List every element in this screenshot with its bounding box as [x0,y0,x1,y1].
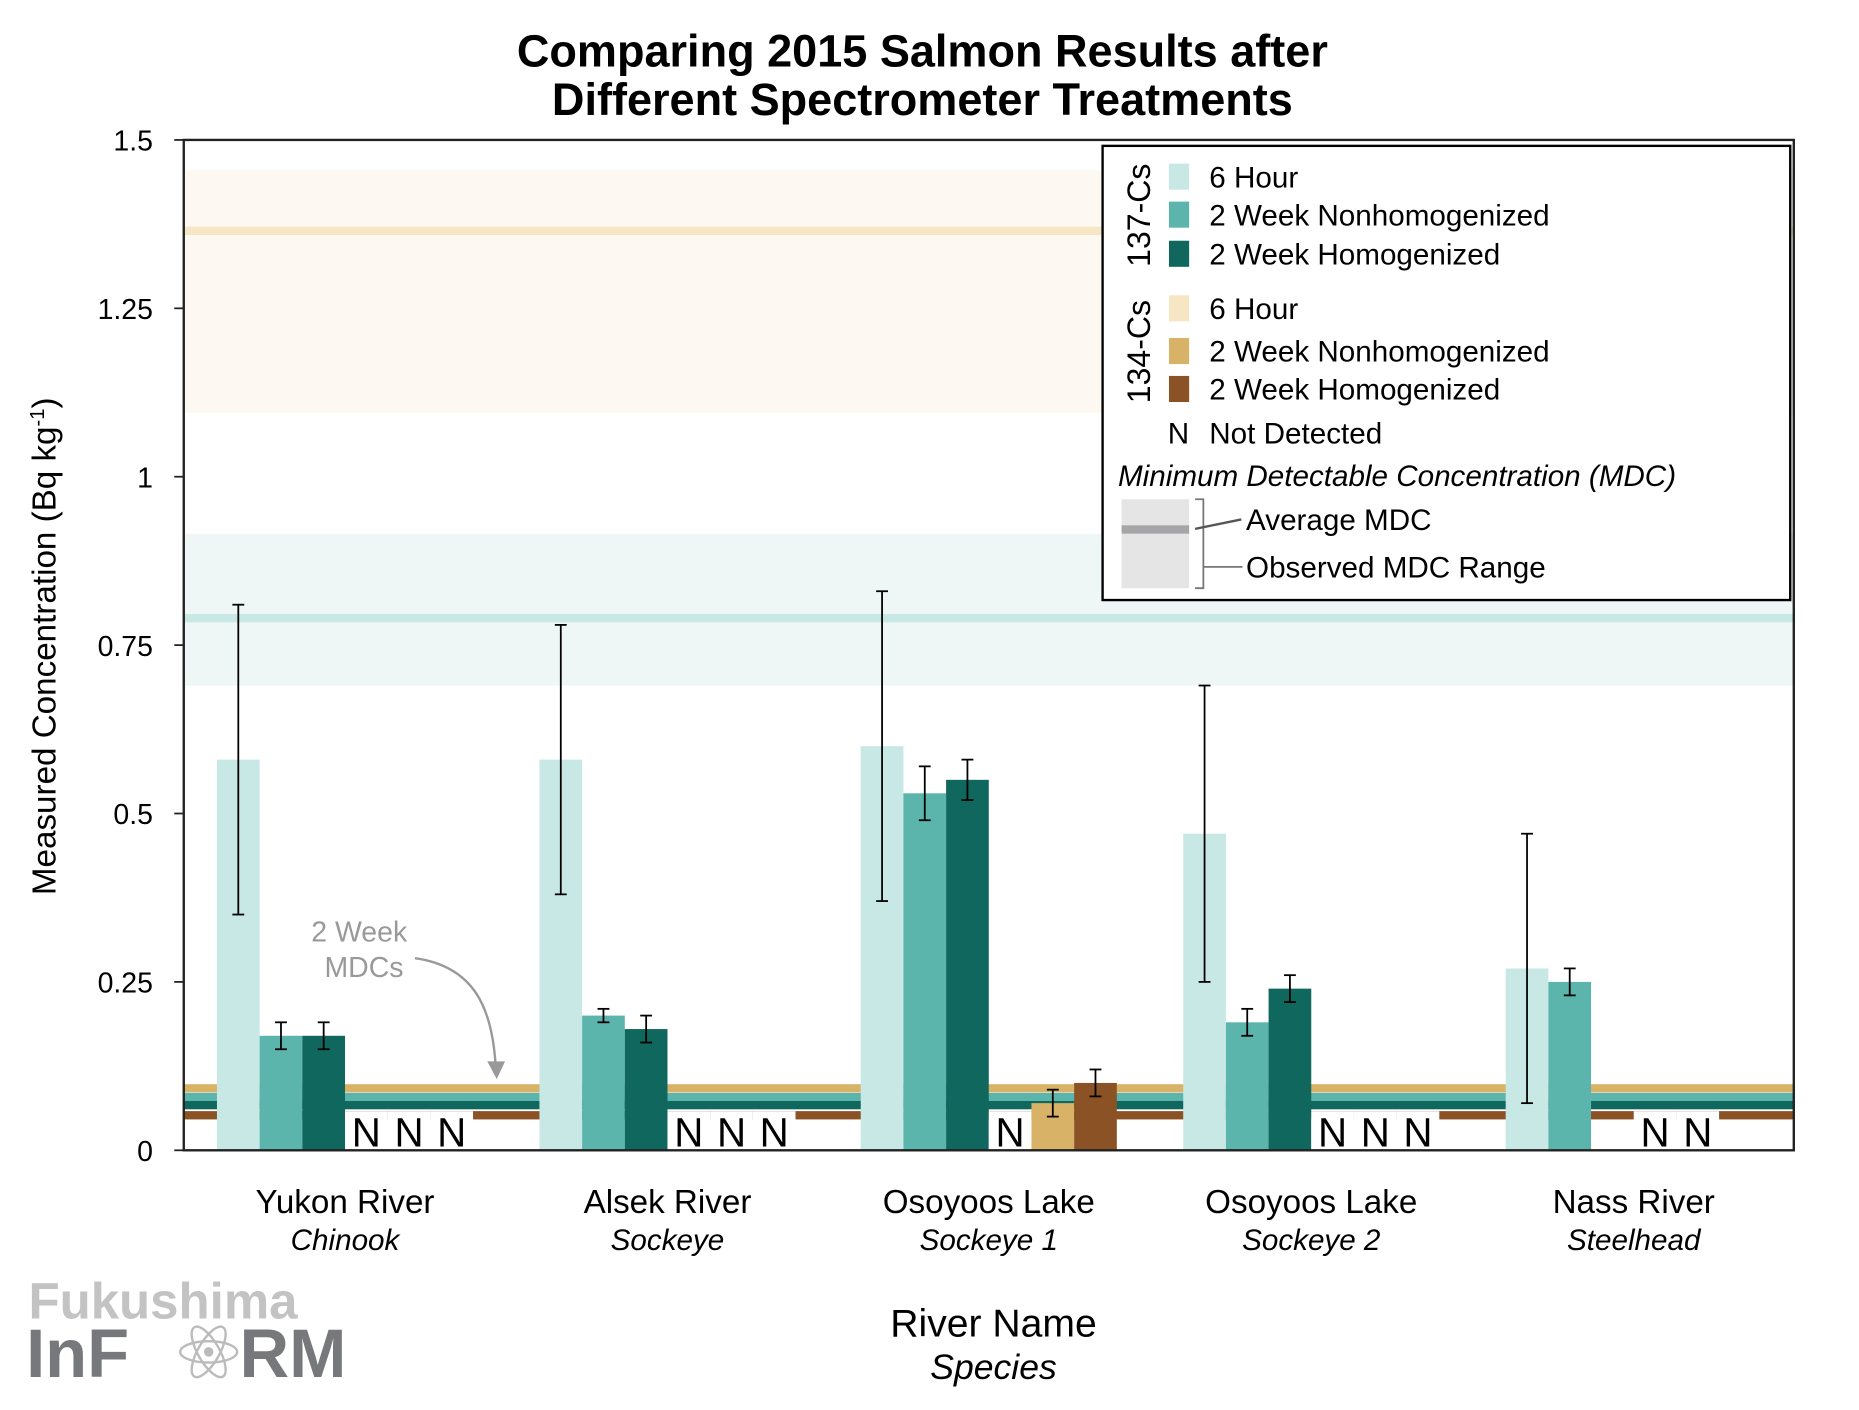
bar [903,793,947,1151]
legend-avg-label: Average MDC [1246,504,1431,537]
x-category-label: Osoyoos Lake [1205,1184,1417,1221]
annotation-line1: 2 Week [311,917,408,949]
y-tick-label: 1.5 [113,126,153,158]
x-category-label: Osoyoos Lake [883,1184,1095,1221]
legend-group-134: 134-Cs [1121,300,1157,403]
legend-swatch [1168,337,1190,365]
x-category-species: Steelhead [1567,1224,1702,1257]
y-tick-label: 0.25 [98,968,153,1000]
legend-item-label: 2 Week Homogenized [1209,374,1500,407]
not-detected-box [387,1111,431,1151]
y-axis-label: Measured Concentration (Bq kg-1) [27,397,64,895]
not-detected-marker: N [717,1111,746,1156]
x-axis-label: River Name [890,1302,1096,1345]
legend-range-label: Observed MDC Range [1246,552,1546,585]
mdc-annotation: 2 Week MDCs [311,917,506,1080]
legend-mdc-avg-swatch [1121,525,1190,534]
legend-item-label: 2 Week Homogenized [1209,238,1500,271]
not-detected-box [752,1111,796,1151]
annotation-line2: MDCs [324,952,403,984]
not-detected-marker: N [352,1111,381,1156]
legend: 137-Cs 134-Cs 6 Hour 2 Week Nonhomogenize… [1101,144,1792,602]
x-category-species: Sockeye [611,1224,725,1257]
x-axis-sublabel: Species [930,1347,1057,1387]
not-detected-box [1396,1111,1440,1151]
not-detected-box [667,1111,711,1151]
legend-mdc-range-swatch [1121,499,1190,589]
legend-swatch [1168,375,1190,403]
not-detected-marker: N [1318,1111,1347,1156]
logo-line2b: RM [239,1315,346,1392]
y-axis: 0 0.25 0.5 0.75 1 1.25 1.5 [98,126,184,1168]
logo-line2a: InF [26,1315,129,1392]
x-category-species: Chinook [291,1224,402,1257]
atom-icon [179,1325,239,1379]
not-detected-box [1676,1111,1720,1151]
bar [582,1015,625,1151]
legend-item-label: 6 Hour [1209,161,1298,194]
y-tick-label: 1 [137,462,153,494]
not-detected-marker: N [1641,1111,1670,1156]
legend-item-label: 2 Week Nonhomogenized [1209,199,1549,232]
not-detected-marker: N [1361,1111,1390,1156]
plot-frame [182,138,1795,1152]
legend-nd-symbol: N [1168,418,1189,451]
x-category-label: Alsek River [584,1184,752,1221]
y-tick-label: 1.25 [98,294,153,326]
y-tick-label: 0 [137,1136,153,1168]
logo-line1: Fukushima [28,1273,298,1330]
not-detected-marker: N [996,1111,1025,1156]
chart-title-line1: Comparing 2015 Salmon Results after [517,25,1328,76]
not-detected-box [1311,1111,1354,1151]
bar [1225,1022,1269,1151]
not-detected-marker: N [674,1111,703,1156]
not-detected-box [988,1111,1032,1151]
bars: N N N N NN N N NN N N [216,590,1720,1156]
legend-item-label: 6 Hour [1209,293,1298,326]
not-detected-marker: N [1403,1111,1432,1156]
not-detected-box [1633,1111,1677,1151]
y-tick-label: 0.75 [98,631,153,663]
annotation-arrow [414,957,497,1065]
bar [624,1029,668,1151]
x-category-species: Sockeye 2 [1242,1224,1381,1257]
arrow-head-icon [487,1061,506,1080]
not-detected-box [430,1111,474,1151]
mdc-average-line [183,614,1794,623]
legend-nd-label: Not Detected [1209,418,1382,451]
legend-bracket [1195,498,1205,590]
bar [946,779,989,1151]
y-tick-label: 0.5 [113,799,153,831]
x-category-label: Yukon River [256,1184,435,1221]
bar [1268,988,1312,1151]
bar [302,1035,346,1151]
chart-title-line2: Different Spectrometer Treatments [552,74,1293,125]
legend-swatch [1168,201,1190,228]
x-category-species: Sockeye 1 [920,1224,1058,1257]
not-detected-marker: N [437,1111,466,1156]
not-detected-box [1353,1111,1397,1151]
not-detected-box [345,1111,388,1151]
mdc-average-line [183,226,1794,236]
not-detected-marker: N [1683,1111,1712,1156]
legend-item-label: 2 Week Nonhomogenized [1209,336,1549,369]
fukushima-inform-logo: Fukushima InF RM [26,1273,346,1392]
legend-avg-leader [1194,518,1242,531]
bar [1548,981,1592,1151]
legend-swatch [1168,295,1190,322]
legend-swatch [1168,163,1190,190]
not-detected-marker: N [394,1111,423,1156]
not-detected-box [710,1111,753,1151]
legend-swatch [1168,240,1190,267]
not-detected-marker: N [760,1111,789,1156]
legend-group-137: 137-Cs [1121,164,1157,267]
bar [259,1035,303,1151]
x-category-label: Nass River [1553,1184,1715,1221]
legend-mdc-title: Minimum Detectable Concentration (MDC) [1118,460,1676,493]
